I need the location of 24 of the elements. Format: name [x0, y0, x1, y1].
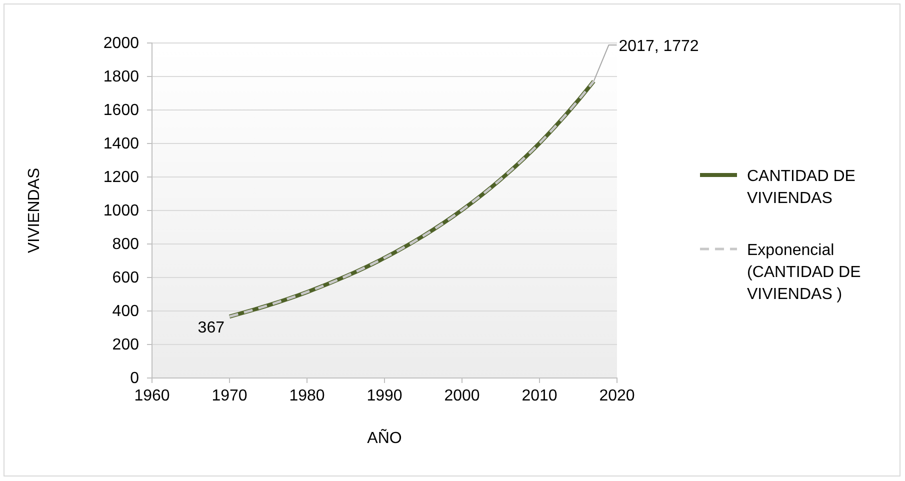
x-tick-label: 1970: [212, 387, 248, 404]
x-tick-label: 1960: [134, 387, 170, 404]
legend-label: CANTIDAD DE VIVIENDAS: [747, 168, 856, 207]
y-tick-label: 1400: [103, 136, 140, 153]
y-tick-label: 1200: [103, 169, 140, 186]
legend-label: Exponencial (CANTIDAD DE VIVIENDAS ): [747, 242, 861, 303]
x-axis-title: AÑO: [367, 428, 402, 447]
y-tick-label: 0: [130, 370, 140, 388]
y-axis-title: VIVIENDAS: [26, 168, 43, 254]
x-tick-label: 2020: [599, 387, 635, 404]
y-tick-label: 1000: [103, 202, 140, 220]
y-tick-label: 2000: [103, 35, 140, 52]
annotation: 367: [198, 320, 225, 337]
y-tick-label: 1800: [103, 68, 140, 86]
y-tick-label: 600: [112, 270, 140, 287]
x-tick-label: 2010: [522, 387, 558, 404]
x-tick-label: 1980: [289, 387, 325, 404]
x-tick-label: 1990: [366, 387, 402, 404]
y-tick-label: 1600: [103, 102, 140, 120]
y-tick-label: 800: [112, 236, 140, 254]
x-tick-label: 2000: [444, 387, 480, 404]
y-tick-label: 200: [112, 336, 140, 354]
y-tick-label: 400: [112, 303, 140, 320]
annotation: 2017, 1772: [618, 38, 699, 55]
